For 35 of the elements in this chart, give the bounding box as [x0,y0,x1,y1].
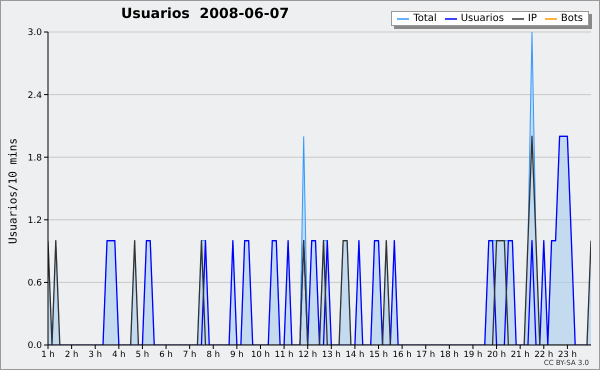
x-tick-label: 8 h [206,350,220,360]
x-tick-label: 17 h [416,350,436,360]
x-tick-label: 14 h [345,350,364,360]
x-tick-label: 9 h [230,350,244,360]
x-tick-label: 16 h [392,350,412,360]
y-tick-label: 0.6 [28,278,42,289]
legend-label: Bots [560,12,583,25]
y-tick-label: 0.0 [28,341,42,352]
y-tick-label: 1.8 [28,153,42,164]
x-tick-label: 22 h [534,350,554,360]
x-tick-label: 23 h [558,350,577,360]
x-tick-label: 11 h [274,350,294,360]
legend-label: Total [412,12,437,25]
x-tick-label: 21 h [510,350,530,360]
x-tick-label: 1 h [41,350,55,360]
x-tick-label: 4 h [112,350,126,360]
y-tick-label: 2.4 [28,90,42,101]
x-tick-label: 6 h [159,350,173,360]
y-tick-label: 1.2 [28,216,42,226]
legend-label: IP [526,12,537,25]
legend-label: Usuarios [460,12,504,25]
x-tick-label: 13 h [322,350,341,360]
x-tick-label: 20 h [487,350,506,360]
y-axis-title: Usuarios/10 mins [6,138,20,244]
x-tick-label: 5 h [136,350,150,360]
chart-title: Usuarios 2008-06-07 [121,6,290,22]
x-tick-label: 2 h [64,350,78,360]
x-tick-label: 3 h [88,350,102,360]
x-tick-label: 19 h [464,350,482,360]
x-tick-label: 12 h [298,350,318,360]
x-tick-label: 10 h [251,350,270,360]
x-tick-label: 18 h [440,350,459,360]
x-tick-label: 15 h [369,350,388,360]
y-tick-label: 3.0 [28,28,42,38]
x-tick-label: 7 h [182,350,196,360]
